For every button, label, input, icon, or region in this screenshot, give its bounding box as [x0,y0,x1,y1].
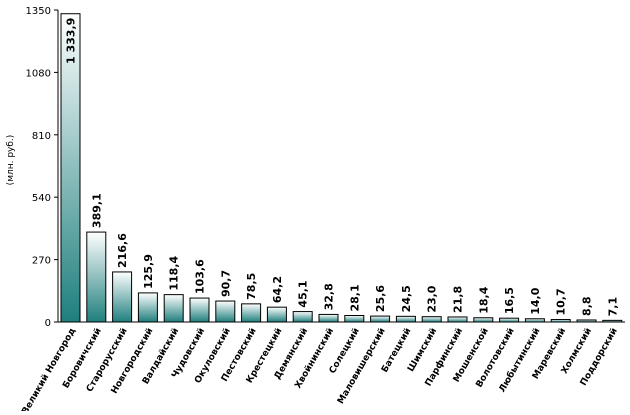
bar-value-label: 118,4 [168,255,181,290]
x-category-label: Маловишерский [336,327,388,406]
bar-value-label: 21,8 [452,286,465,313]
bar-value-label: 28,1 [348,284,361,311]
bar [370,315,391,323]
bar [137,292,158,323]
y-tick-label: 810 [32,131,51,142]
bar-value-label: 8,8 [581,296,594,316]
bar [318,313,339,323]
bar [266,306,287,323]
bar-value-label: 78,5 [245,273,258,300]
bar-value-label: 1 333,9 [65,18,78,64]
bar-value-label: 389,1 [90,193,103,228]
y-tick-label: 540 [32,193,51,204]
bar-value-label: 45,1 [297,280,310,307]
y-tick-label: 1080 [26,68,51,79]
bar [86,231,107,323]
bar [344,315,365,323]
y-axis-title: (млн. руб.) [6,135,16,186]
axis-layer: 0 270 540 810 1080 1350 (млн. руб.) [6,6,625,329]
bar-value-label: 10,7 [555,288,568,315]
bar-value-label: 216,6 [116,233,129,268]
x-category-label: Великий Новгород [20,327,78,412]
bar-value-label: 125,9 [142,254,155,289]
bar-value-label: 24,5 [400,285,413,312]
y-tick-label: 0 [45,318,51,329]
bar-value-label: 103,6 [194,259,207,294]
bar-value-label: 23,0 [426,285,439,312]
bar [292,311,313,323]
bar-value-label: 18,4 [477,286,490,313]
y-tick-label: 1350 [26,6,51,17]
bar-value-label: 32,8 [323,283,336,310]
bar [241,303,262,323]
bar [447,316,468,323]
bar [189,297,210,323]
bar-value-label: 64,2 [271,276,284,303]
bar-value-label: 25,6 [374,285,387,312]
y-tick-label: 270 [32,256,51,267]
bar [473,317,494,323]
bar [163,294,184,323]
bars-layer [60,13,623,323]
bar [395,315,416,323]
bar [215,300,236,323]
bar [112,271,133,323]
bar-value-label: 16,5 [503,287,516,314]
bar-value-label: 7,1 [606,297,619,317]
bar-value-label: 14,0 [529,287,542,314]
bar [421,316,442,323]
bar [499,317,520,323]
bar-value-label: 90,7 [219,270,232,297]
